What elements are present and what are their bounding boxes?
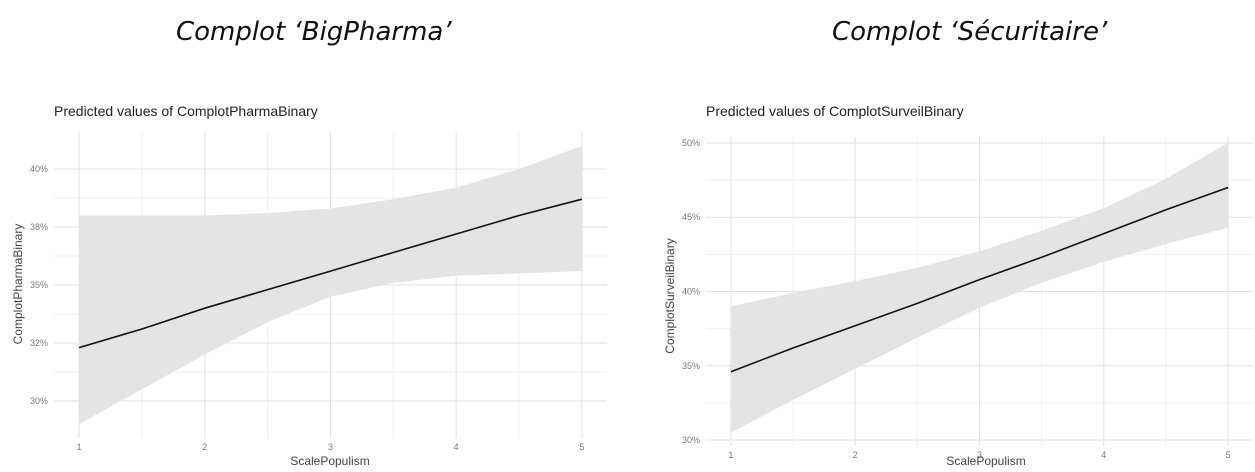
- x-tick-label: 1: [728, 450, 733, 460]
- x-tick-label: 4: [454, 442, 459, 452]
- y-tick-label: 30%: [682, 435, 700, 445]
- y-tick-label: 38%: [30, 222, 48, 232]
- y-tick-label: 50%: [682, 138, 700, 148]
- y-tick-label: 40%: [30, 164, 48, 174]
- x-axis-label: ScalePopulism: [290, 454, 369, 468]
- y-axis-label: ComplotSurveilBinary: [663, 238, 677, 353]
- x-tick-label: 3: [977, 450, 982, 460]
- x-axis-label: ScalePopulism: [946, 454, 1025, 468]
- x-tick-label: 5: [1226, 450, 1231, 460]
- y-axis-label: ComplotPharmaBinary: [11, 224, 25, 345]
- chart-title: Predicted values of ComplotPharmaBinary: [54, 103, 318, 119]
- x-tick-label: 2: [202, 442, 207, 452]
- y-tick-label: 45%: [682, 212, 700, 222]
- x-tick-label: 5: [579, 442, 584, 452]
- chart-heading-right: Complot ‘Sécuritaire’: [832, 17, 1108, 47]
- y-tick-label: 30%: [30, 396, 48, 406]
- prediction-line: [78, 198, 583, 349]
- chart-heading-left: Complot ‘BigPharma’: [176, 17, 452, 47]
- y-tick-label: 35%: [30, 280, 48, 290]
- x-tick-label: 3: [328, 442, 333, 452]
- y-tick-label: 35%: [682, 361, 700, 371]
- x-tick-label: 1: [77, 442, 82, 452]
- chart-panel-right: Predicted values of ComplotSurveilBinary…: [663, 103, 1253, 468]
- chart-title: Predicted values of ComplotSurveilBinary: [706, 103, 964, 119]
- x-tick-label: 4: [1101, 450, 1106, 460]
- y-tick-label: 32%: [30, 338, 48, 348]
- prediction-line: [730, 186, 1229, 373]
- confidence-band: [79, 145, 582, 425]
- x-tick-label: 2: [853, 450, 858, 460]
- y-tick-label: 40%: [682, 287, 700, 297]
- chart-panel-left: Predicted values of ComplotPharmaBinary …: [11, 103, 607, 468]
- confidence-band: [730, 142, 1229, 433]
